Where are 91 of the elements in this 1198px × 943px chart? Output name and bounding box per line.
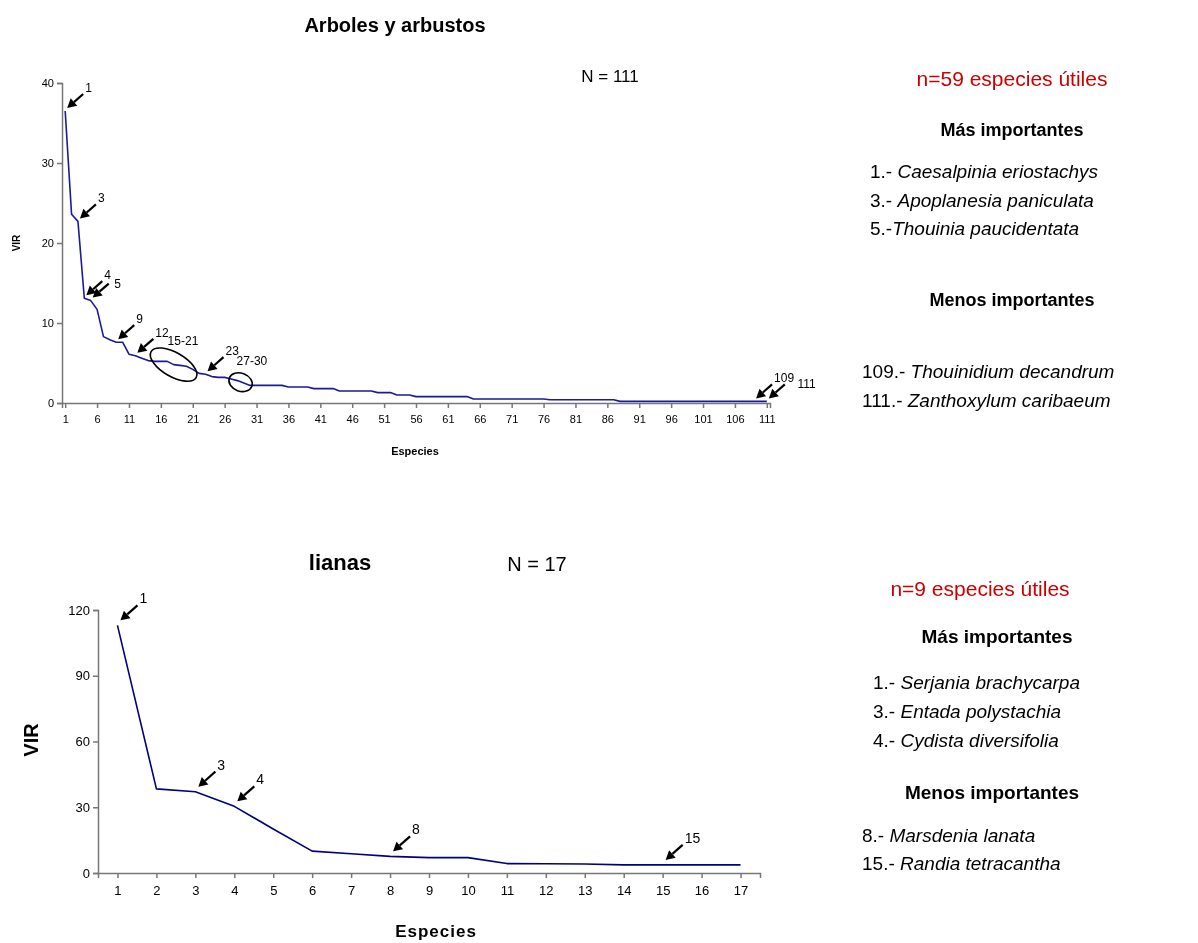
x-tick-label: 91 xyxy=(633,413,646,426)
x-tick-label: 111 xyxy=(758,413,776,426)
x-tick-label: 10 xyxy=(461,883,476,899)
text: 1.- Serjania brachycarpa xyxy=(873,672,1080,693)
annotation: 15 xyxy=(684,829,701,846)
text: 5.-Thouinia paucidentata xyxy=(870,218,1080,239)
text: 15.- Randia tetracantha xyxy=(862,853,1061,874)
x-tick-label: 2 xyxy=(153,883,161,899)
annotation: 9 xyxy=(136,312,144,327)
x-tick-label: 46 xyxy=(346,413,359,426)
x-tick-label: 6 xyxy=(309,883,317,899)
x-tick-label: 13 xyxy=(578,883,593,899)
y-tick-label: 40 xyxy=(41,77,54,90)
x-tick-label: 17 xyxy=(733,883,749,899)
annotation: 8 xyxy=(412,821,421,838)
text: 111.- Zanthoxylum caribaeum xyxy=(862,390,1111,411)
x-tick-label: 9 xyxy=(425,883,434,899)
text: 8.- Marsdenia lanata xyxy=(862,825,1036,846)
x-tick-label: 86 xyxy=(601,413,614,426)
x-tick-label: 56 xyxy=(410,413,423,426)
annotation: 4 xyxy=(104,268,112,283)
x-tick-label: 51 xyxy=(378,413,391,426)
text: Menos importantes xyxy=(929,290,1095,310)
text: 3.- Entada polystachia xyxy=(873,701,1062,722)
x-tick-label: 96 xyxy=(665,413,678,426)
text: 4.- Cydista diversifolia xyxy=(873,730,1059,751)
x-tick-label: 1 xyxy=(114,883,122,899)
x-tick-label: 5 xyxy=(270,883,278,899)
annotation: 12 xyxy=(155,325,170,340)
x-tick-label: 6 xyxy=(94,413,101,426)
text: N = 17 xyxy=(507,553,567,575)
y-tick-label: 90 xyxy=(75,668,90,684)
x-tick-label: 15 xyxy=(655,883,671,899)
chart-title: Arboles y arbustos xyxy=(304,14,486,36)
x-tick-label: 16 xyxy=(155,413,168,426)
line-series xyxy=(64,110,768,403)
text: 3.- Apoplanesia paniculata xyxy=(870,190,1094,211)
annotation: 3 xyxy=(97,191,105,206)
x-tick-label: 81 xyxy=(569,413,583,426)
x-tick-label: 21 xyxy=(187,413,200,426)
annotation: 1 xyxy=(139,590,148,607)
annotation: 5 xyxy=(114,276,122,291)
annotation: 4 xyxy=(256,771,265,788)
x-tick-label: 11 xyxy=(123,413,136,426)
x-tick-label: 36 xyxy=(282,413,296,426)
x-tick-label: 31 xyxy=(250,413,264,426)
annotation: 109 xyxy=(774,371,795,386)
text: n=59 especies útiles xyxy=(916,67,1108,90)
text: Más importantes xyxy=(940,120,1084,140)
x-tick-label: 4 xyxy=(231,883,239,899)
line-series xyxy=(116,624,742,866)
annotation: N = 111 xyxy=(581,67,639,86)
annotation: 3 xyxy=(217,756,226,773)
annotation: 1 xyxy=(85,81,93,95)
y-tick-label: 0 xyxy=(82,865,90,881)
y-tick-label: 0 xyxy=(47,397,54,410)
x-tick-label: 61 xyxy=(442,413,455,426)
annotation: 15-21 xyxy=(167,333,199,348)
x-tick-label: 106 xyxy=(726,413,745,426)
x-tick-label: 41 xyxy=(314,413,327,426)
text: 1.- Caesalpinia eriostachys xyxy=(870,161,1099,182)
y-axis-title: VIR xyxy=(11,233,22,252)
x-tick-label: 12 xyxy=(539,883,554,899)
text: Menos importantes xyxy=(904,782,1080,803)
x-tick-label: 8 xyxy=(386,883,395,899)
text: 109.- Thouinidium decandrum xyxy=(862,361,1115,382)
x-tick-label: 76 xyxy=(537,413,551,426)
annotation: 111 xyxy=(797,377,816,392)
y-tick-label: 60 xyxy=(75,734,90,750)
y-axis-title: VIR xyxy=(20,722,42,757)
y-tick-label: 120 xyxy=(68,602,90,618)
text: Más importantes xyxy=(921,626,1073,647)
x-tick-label: 26 xyxy=(219,413,232,426)
y-tick-label: 30 xyxy=(75,799,90,815)
x-tick-label: 11 xyxy=(500,883,515,899)
x-axis-title: Especies xyxy=(395,922,477,941)
x-tick-label: 71 xyxy=(506,413,519,426)
x-tick-label: 16 xyxy=(694,883,710,899)
x-axis-title: Especies xyxy=(391,445,439,457)
x-tick-label: 1 xyxy=(62,413,69,426)
x-tick-label: 3 xyxy=(192,883,200,899)
x-tick-label: 14 xyxy=(616,883,632,899)
y-tick-label: 10 xyxy=(41,317,54,330)
x-tick-label: 7 xyxy=(348,883,356,899)
chart-title: lianas xyxy=(308,550,372,575)
y-tick-label: 30 xyxy=(41,157,54,170)
text: n=9 especies útiles xyxy=(890,577,1070,600)
x-tick-label: 101 xyxy=(694,413,713,426)
y-tick-label: 20 xyxy=(41,237,54,250)
annotation: 27-30 xyxy=(236,354,268,369)
x-tick-label: 66 xyxy=(474,413,487,426)
